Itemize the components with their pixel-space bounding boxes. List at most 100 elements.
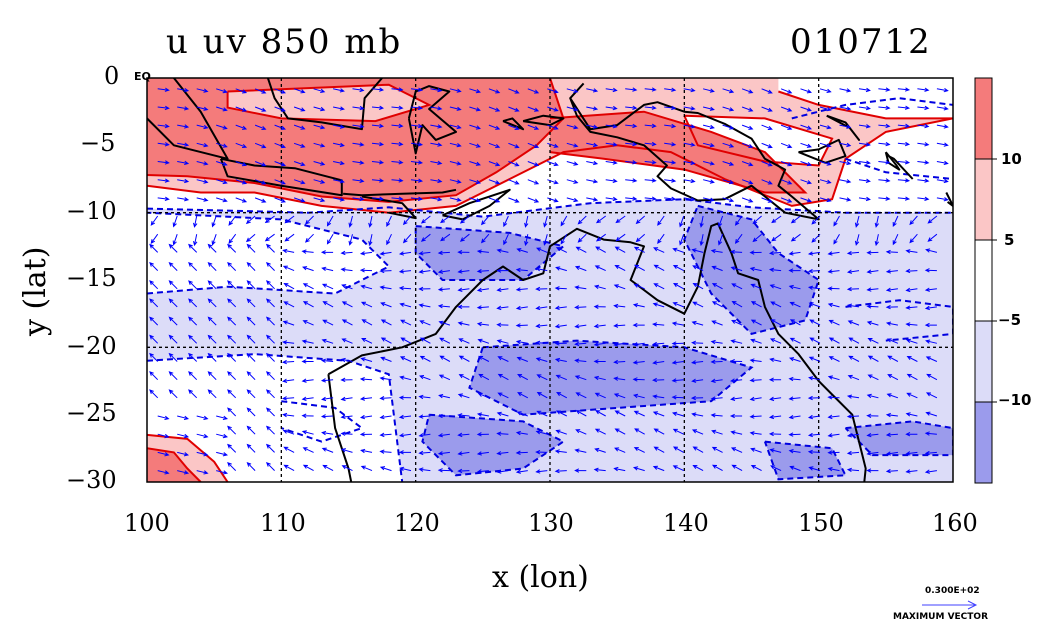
wind-vector: [741, 142, 754, 148]
wind-vector: [196, 88, 209, 93]
wind-vector: [936, 106, 949, 111]
wind-vector: [614, 447, 626, 453]
wind-vector: [352, 87, 365, 93]
wind-vector: [301, 413, 314, 418]
wind-vector: [371, 123, 385, 129]
wind-vector: [672, 247, 684, 253]
wind-vector: [614, 264, 626, 272]
wind-vector: [380, 302, 392, 308]
colorbar-label-neg5: −5: [998, 311, 1022, 329]
wind-vector: [352, 105, 365, 111]
wind-vector: [866, 304, 879, 309]
wind-vector: [149, 298, 159, 308]
wind-vector: [149, 389, 159, 399]
wind-vector: [515, 339, 528, 345]
wind-vector: [547, 88, 559, 94]
wind-vector: [819, 161, 832, 166]
wind-vector: [341, 284, 353, 290]
wind-vector: [302, 301, 314, 308]
wind-vector: [819, 124, 832, 130]
wind-vector: [780, 124, 793, 130]
wind-vector: [391, 141, 404, 147]
wind-vector: [574, 375, 587, 381]
wind-vector: [157, 451, 170, 457]
wind-vector: [741, 197, 754, 203]
wind-vector: [625, 160, 638, 165]
wind-vector: [281, 396, 295, 401]
wind-vector: [788, 376, 801, 382]
wind-vector: [613, 376, 626, 381]
wind-vector: [341, 319, 353, 326]
wind-vector: [313, 142, 326, 148]
wind-vector: [711, 320, 723, 326]
wind-vector: [691, 360, 704, 365]
colorbar: [974, 77, 997, 484]
wind-vector: [615, 215, 626, 224]
wind-vector: [168, 389, 178, 399]
wind-vector: [418, 303, 431, 308]
wind-vector: [418, 433, 431, 438]
wind-vector: [398, 395, 412, 400]
wind-vector: [692, 446, 704, 453]
contour-easterly-10: [845, 157, 953, 180]
wind-vector: [340, 448, 353, 453]
wind-vector: [177, 433, 190, 439]
wind-vector: [819, 106, 832, 112]
wind-vector: [264, 233, 275, 242]
y-axis-title: y (lat): [18, 246, 53, 336]
wind-vector: [196, 470, 209, 475]
wind-vector: [265, 461, 275, 471]
wind-vector: [207, 334, 217, 344]
wind-vector: [274, 106, 286, 112]
wind-vector: [488, 179, 501, 185]
wind-vector: [833, 215, 840, 227]
wind-vector: [633, 283, 645, 290]
wind-vector: [885, 249, 898, 255]
y-tick-20: −20: [66, 332, 117, 360]
wind-vector: [848, 355, 860, 362]
wind-vector: [653, 446, 665, 453]
wind-vector: [157, 87, 170, 92]
wind-vector: [149, 243, 159, 253]
wind-vector: [380, 337, 392, 344]
wind-vector: [780, 161, 793, 167]
wind-vector: [878, 160, 891, 165]
wind-vector: [301, 249, 314, 254]
wind-vector: [284, 233, 295, 242]
wind-vector: [188, 352, 198, 362]
wind-vector: [711, 464, 723, 472]
wind-vector: [476, 469, 489, 474]
wind-vector: [254, 124, 267, 130]
wind-vector: [402, 215, 412, 226]
wind-vector: [858, 124, 871, 129]
wind-vector: [750, 338, 762, 344]
wind-vector: [437, 468, 450, 473]
wind-vector: [788, 251, 801, 256]
wind-vector: [800, 161, 812, 167]
wind-vector: [547, 179, 559, 185]
wind-vector: [711, 301, 723, 308]
wind-vector: [554, 468, 567, 474]
wind-vector: [819, 88, 832, 93]
wind-vector: [168, 298, 178, 308]
y-tick-25: −25: [66, 399, 117, 427]
wind-vector: [575, 410, 587, 417]
wind-vector: [459, 233, 470, 242]
wind-vector: [761, 142, 773, 149]
wind-vector: [917, 196, 930, 201]
wind-vector: [691, 320, 704, 326]
wind-vector: [808, 356, 821, 362]
wind-vector: [172, 215, 178, 228]
wind-vector: [917, 105, 930, 111]
wind-vector: [734, 215, 743, 226]
wind-vector: [885, 468, 898, 474]
wind-vector: [867, 374, 879, 381]
wind-vector: [235, 124, 248, 130]
wind-vector: [780, 106, 793, 112]
wind-vector: [410, 196, 424, 201]
wind-vector: [780, 197, 793, 203]
wind-vector: [265, 371, 275, 381]
wind-vector: [827, 286, 840, 291]
wind-vector: [577, 233, 587, 243]
wind-vector: [752, 233, 762, 243]
